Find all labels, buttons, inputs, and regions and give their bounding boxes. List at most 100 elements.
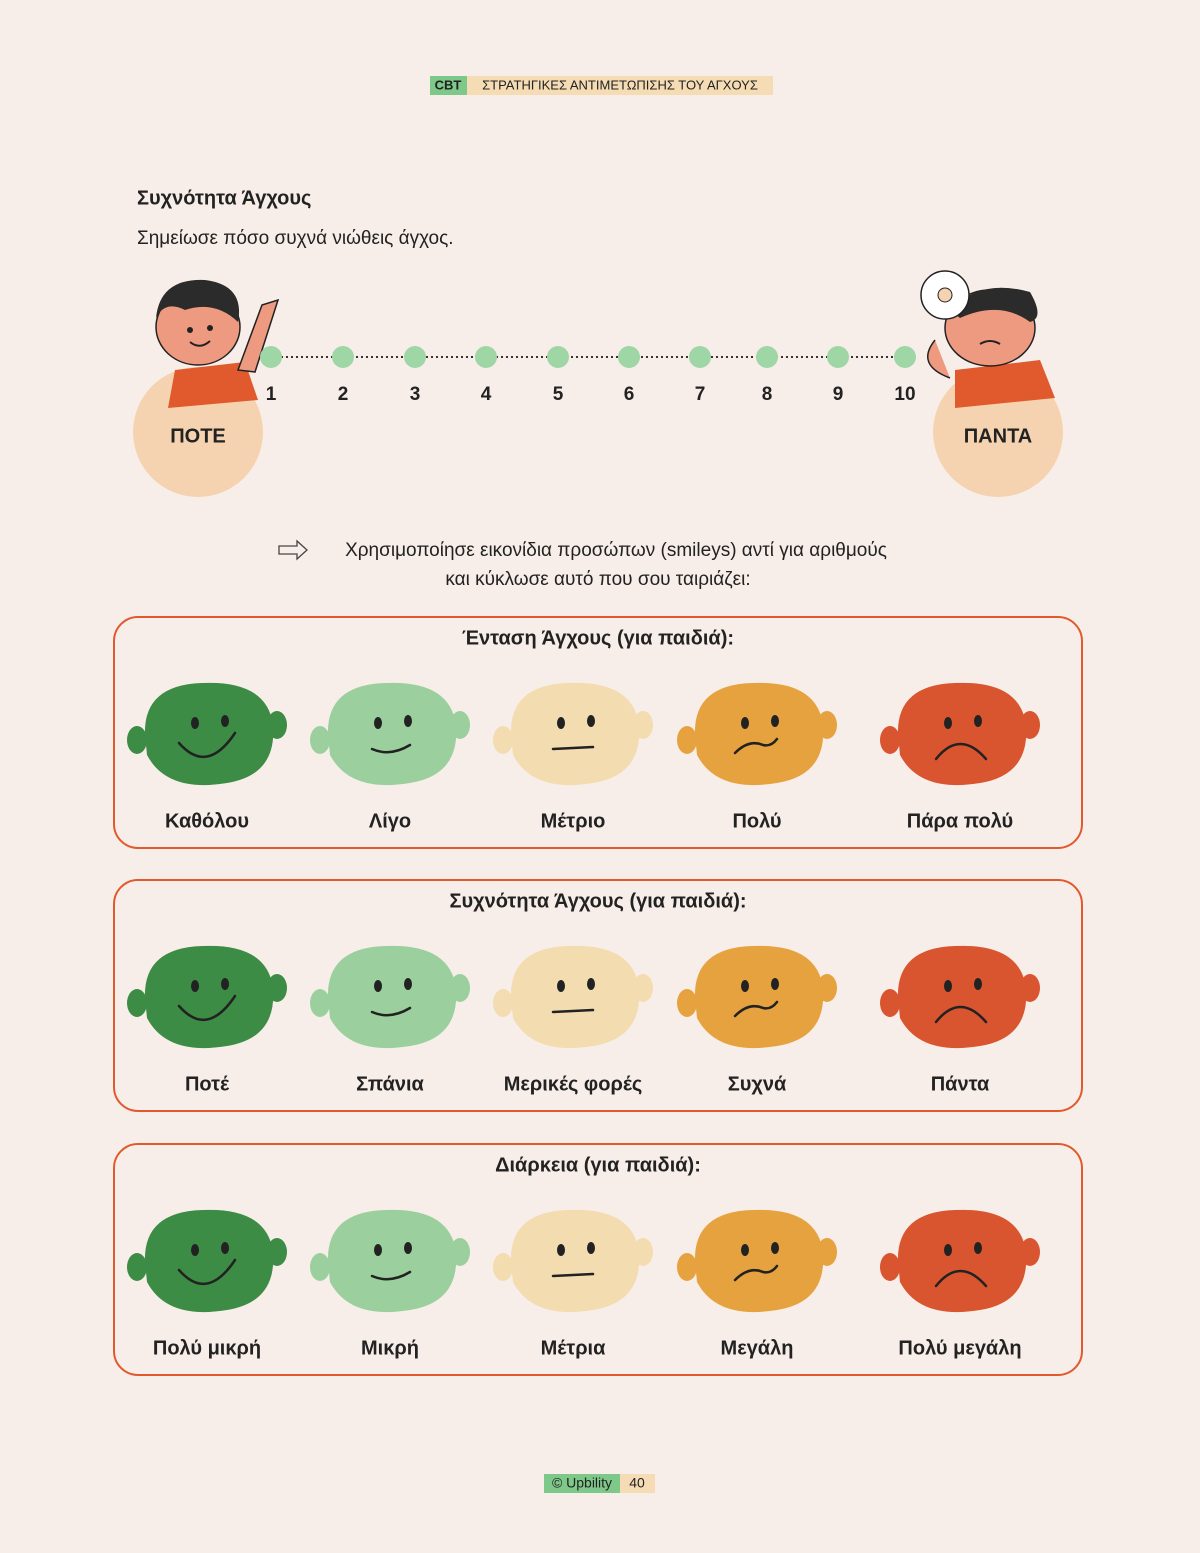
arrow-icon [278, 539, 308, 561]
scale-dot [547, 346, 569, 368]
face-head [694, 682, 824, 786]
face [127, 682, 287, 786]
face-ear [880, 989, 900, 1017]
face-label: Πάντα [931, 1073, 990, 1095]
face-ear [127, 989, 147, 1017]
panel-border [113, 616, 1083, 849]
rating-panel: Διάρκεια (για παιδιά): Πολύ μικρή Μικρή Μέτ… [113, 1143, 1083, 1376]
panel-border [113, 1143, 1083, 1376]
page-number: 40 [629, 1475, 645, 1491]
face [493, 945, 653, 1049]
scale-number: 7 [695, 384, 706, 405]
face [677, 682, 837, 786]
rating-panel: Ένταση Άγχους (για παιδιά): Καθόλου Λίγο Μέ… [113, 616, 1083, 849]
face-head [510, 945, 640, 1049]
face-mouth [551, 1272, 595, 1278]
face-eye [404, 978, 412, 990]
face-mouth [934, 1269, 988, 1288]
face-label: Μερικές φορές [504, 1073, 643, 1095]
face-ear [880, 1253, 900, 1281]
face [493, 1209, 653, 1313]
rating-panel: Συχνότητα Άγχους (για παιδιά): Ποτέ Σπάνια… [113, 879, 1083, 1112]
face-eye [374, 1244, 382, 1256]
face-eye [771, 978, 779, 990]
scale-dot [260, 346, 282, 368]
face-eye [191, 1244, 199, 1256]
face-ear [310, 1253, 330, 1281]
face-eye [191, 717, 199, 729]
face-ear [880, 726, 900, 754]
face-eye [221, 978, 229, 990]
face-eye [404, 715, 412, 727]
face-eye [374, 717, 382, 729]
scale-number: 9 [833, 384, 844, 405]
face [880, 1209, 1040, 1313]
scale-dot [475, 346, 497, 368]
face-head [327, 682, 457, 786]
face [880, 945, 1040, 1049]
note-line: και κύκλωσε αυτό που σου ταιριάζει: [445, 569, 750, 590]
face-eye [191, 980, 199, 992]
face-mouth [733, 737, 779, 755]
boy-waving [155, 279, 280, 408]
face-ear [677, 726, 697, 754]
face-head [694, 945, 824, 1049]
face-eye [404, 1242, 412, 1254]
scale-number: 3 [410, 384, 421, 405]
face [310, 945, 470, 1049]
face-ear [677, 1253, 697, 1281]
instruction: Σημείωσε πόσο συχνά νιώθεις άγχος. [137, 228, 454, 249]
left-label: ΠΟΤΕ [170, 425, 226, 447]
face [127, 945, 287, 1049]
panel-title: Ένταση Άγχους (για παιδιά): [462, 627, 734, 649]
panel-border [113, 879, 1083, 1112]
face-head [510, 682, 640, 786]
scale-dot [756, 346, 778, 368]
child-worried [920, 270, 1055, 408]
face-ear [677, 989, 697, 1017]
face-mouth [551, 745, 595, 751]
scale-dot [404, 346, 426, 368]
face-ear [127, 726, 147, 754]
face-head [327, 945, 457, 1049]
face-mouth [733, 1264, 779, 1282]
scale-dot [689, 346, 711, 368]
scale-number: 4 [481, 384, 492, 405]
face-eye [741, 980, 749, 992]
face [127, 1209, 287, 1313]
face-head [897, 1209, 1027, 1313]
note-line: Χρησιμοποίησε εικονίδια προσώπων (smiley… [345, 540, 887, 561]
face-label: Μέτρια [541, 1337, 607, 1359]
face-label: Μικρή [361, 1337, 419, 1359]
face-label: Καθόλου [165, 810, 249, 832]
face-eye [557, 717, 565, 729]
scale-dot [894, 346, 916, 368]
face-label: Πολύ [732, 810, 781, 832]
footer-copyright-box [544, 1474, 620, 1493]
face-ear [310, 989, 330, 1017]
face [677, 1209, 837, 1313]
face-eye [221, 1242, 229, 1254]
face-eye [557, 980, 565, 992]
face [880, 682, 1040, 786]
face-mouth [934, 742, 988, 761]
panel-title: Διάρκεια (για παιδιά): [495, 1154, 701, 1176]
face-label: Ποτέ [185, 1073, 230, 1095]
face-mouth [177, 994, 237, 1022]
face-eye [587, 715, 595, 727]
face-head [144, 682, 274, 786]
scale-number: 5 [553, 384, 564, 405]
face-eye [944, 717, 952, 729]
face-mouth [370, 1270, 412, 1281]
scale-number: 6 [624, 384, 635, 405]
face-eye [771, 1242, 779, 1254]
scale-dot [827, 346, 849, 368]
face-ear [493, 1253, 513, 1281]
face-mouth [934, 1005, 988, 1024]
face-head [327, 1209, 457, 1313]
face-mouth [370, 1006, 412, 1017]
face [310, 682, 470, 786]
scale-dot [332, 346, 354, 368]
face-eye [741, 1244, 749, 1256]
face-label: Πολύ μικρή [153, 1337, 261, 1359]
